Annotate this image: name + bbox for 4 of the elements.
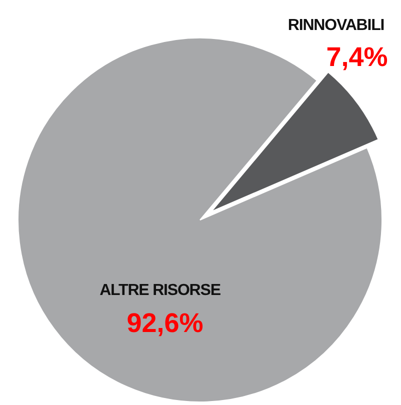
slice-label: RINNOVABILI bbox=[288, 17, 384, 34]
slice-label: ALTRE RISORSE bbox=[100, 282, 222, 299]
data-label: 92,6% bbox=[126, 308, 204, 338]
data-label: 7,4% bbox=[326, 42, 388, 72]
